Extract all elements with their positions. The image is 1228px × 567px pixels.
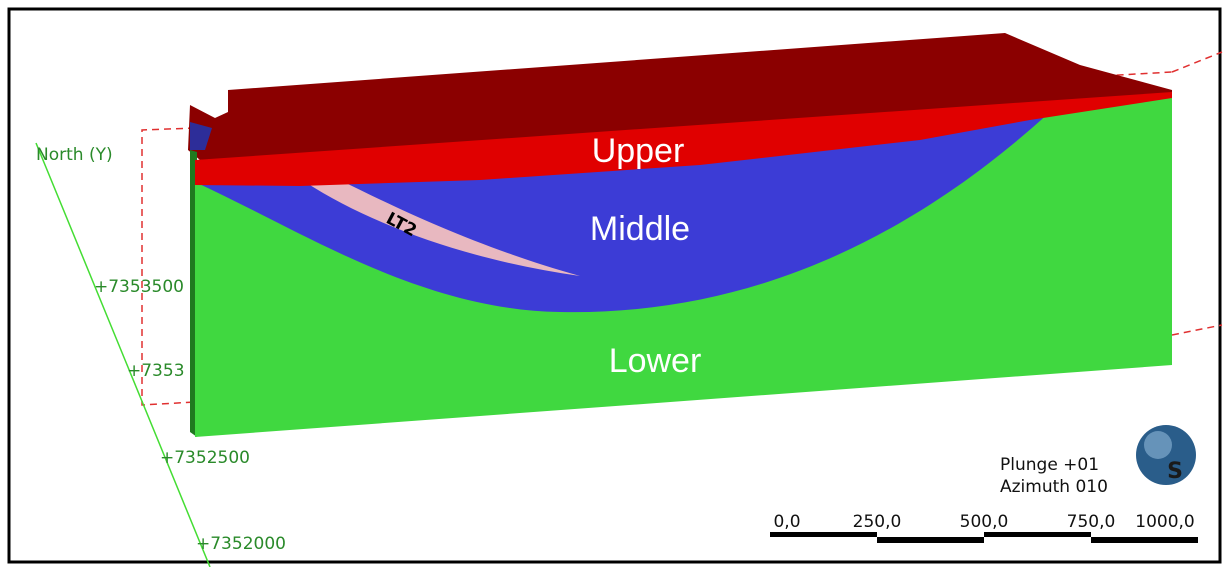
unit-label: Upper — [592, 132, 685, 170]
plunge: Plunge +01 — [1000, 455, 1099, 475]
north-tick-label: +7353500 — [94, 277, 184, 297]
model-view: Upper Middle Lower LT2 North (Y) +735350… — [0, 0, 1228, 567]
unit-label: Middle — [590, 210, 690, 248]
north-axis-label: North (Y) — [36, 145, 113, 165]
scale-label: 1000,0 — [1135, 512, 1194, 532]
scale-segment — [877, 537, 984, 543]
unit-label: Lower — [609, 342, 702, 380]
logo-highlight — [1144, 431, 1172, 459]
scale-label: 750,0 — [1067, 512, 1116, 532]
scale-label: 0,0 — [773, 512, 800, 532]
azimuth: Azimuth 010 — [1000, 477, 1108, 497]
scale-segment — [1091, 537, 1198, 543]
north-tick-label: +7352500 — [160, 448, 250, 468]
scale-label: 500,0 — [960, 512, 1009, 532]
logo-letter: S — [1167, 459, 1183, 484]
north-tick-label: +7353 — [127, 361, 185, 381]
scale-label: 250,0 — [853, 512, 902, 532]
scale-segment — [984, 532, 1091, 537]
north-tick-label: +7352000 — [196, 534, 286, 554]
scale-segment — [770, 532, 877, 537]
